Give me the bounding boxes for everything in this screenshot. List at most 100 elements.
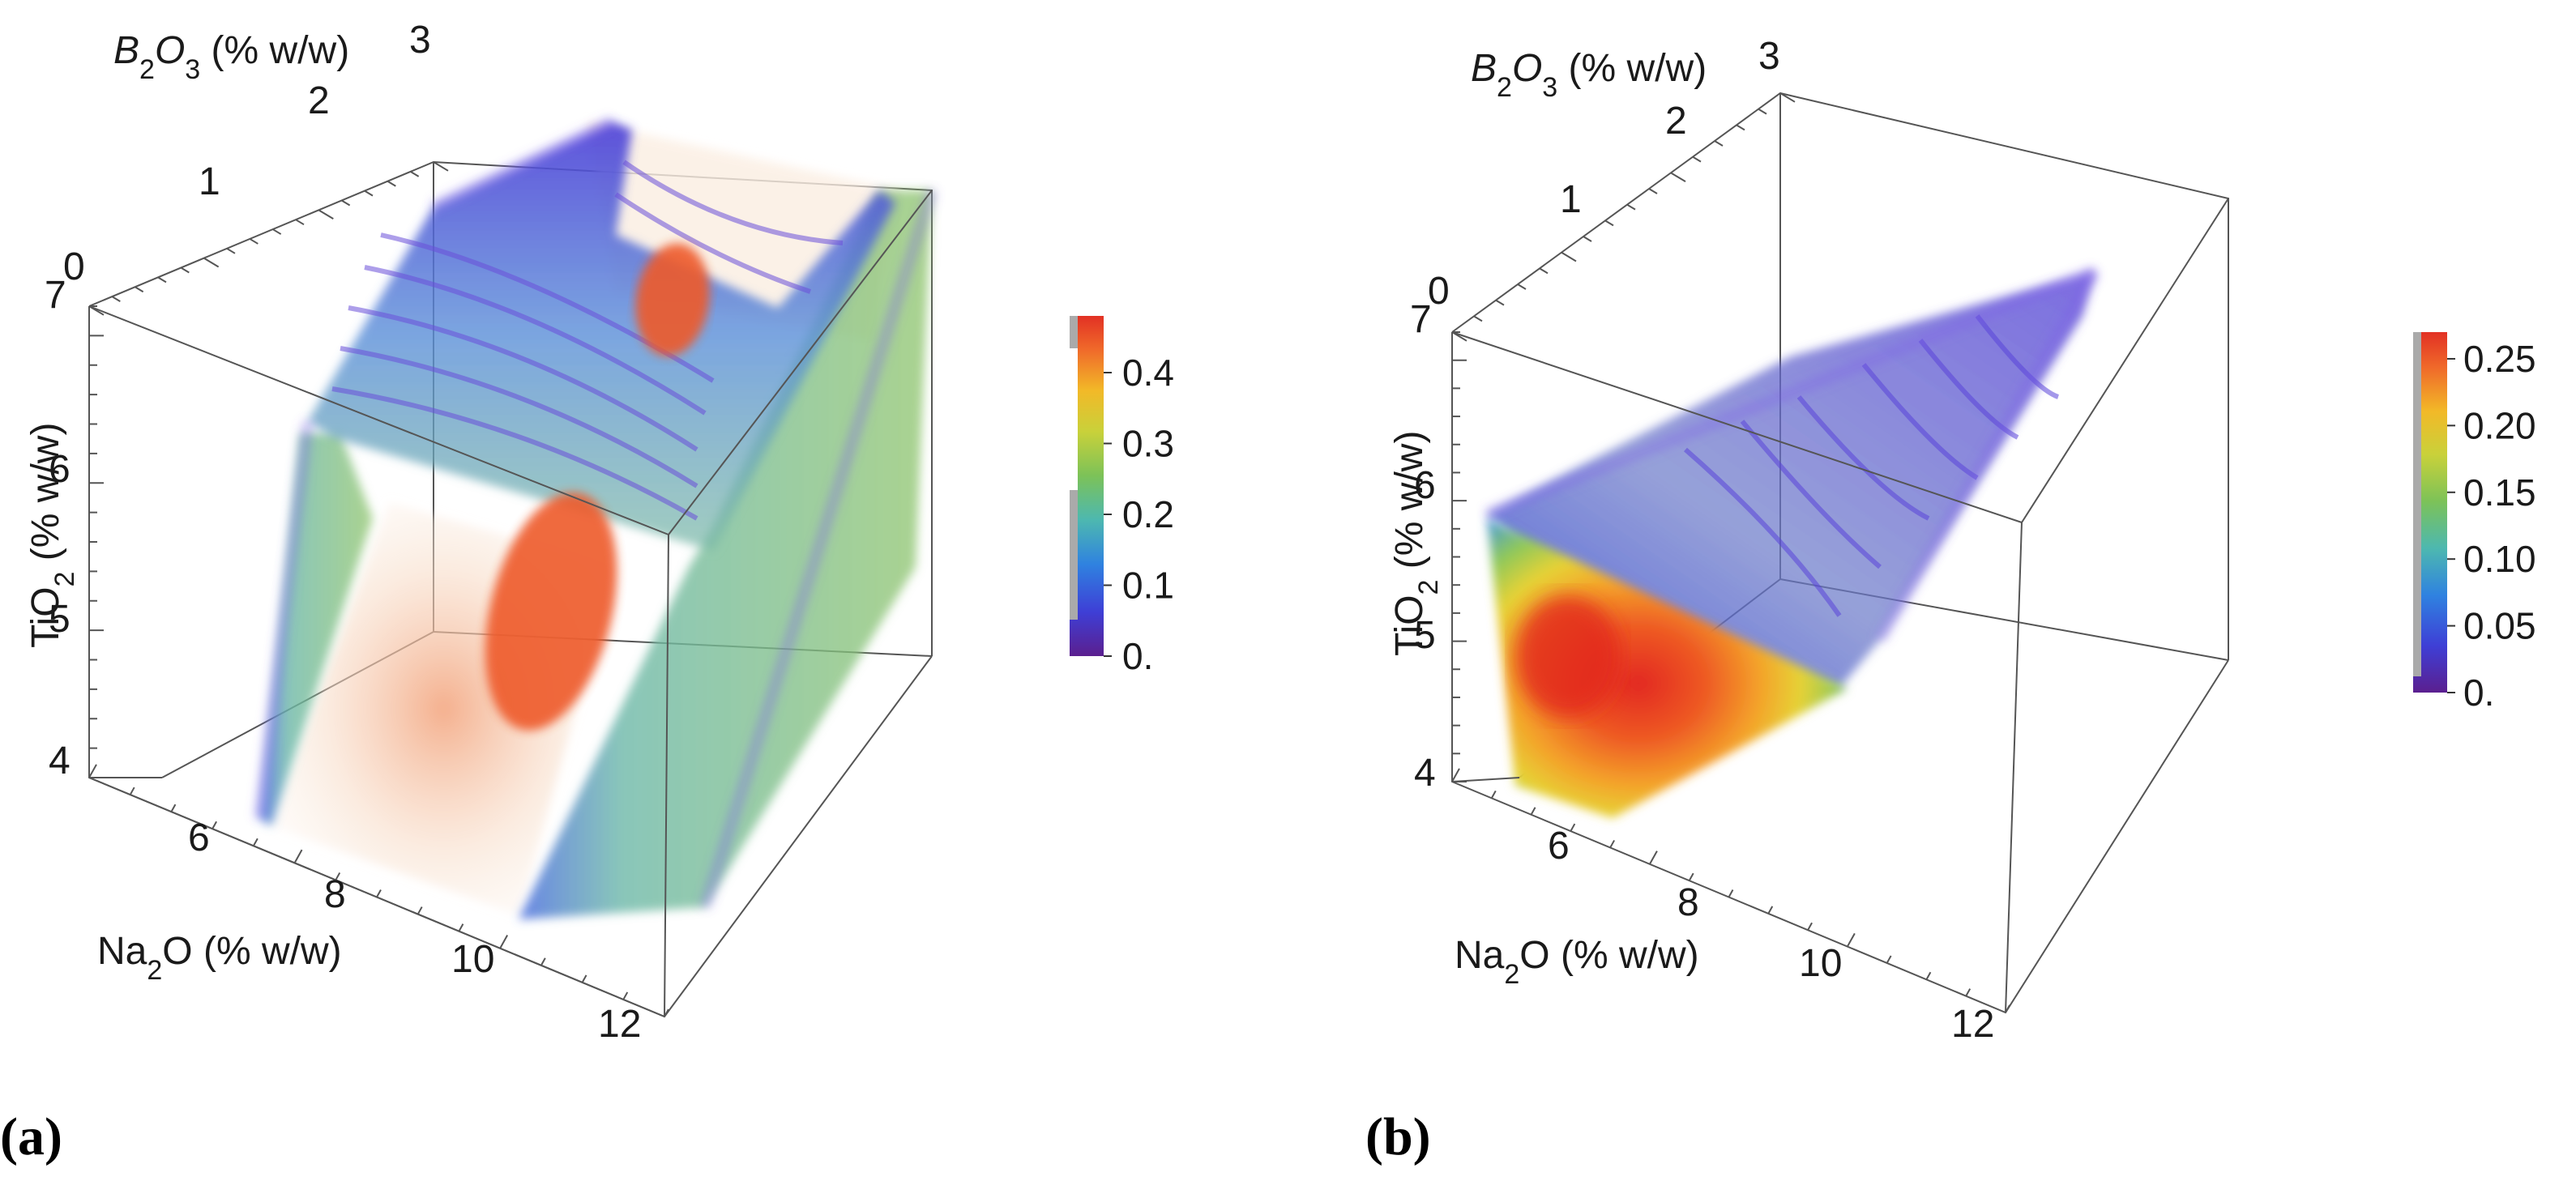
z-tick-0: 0 <box>63 245 85 288</box>
colorbar-a: 0. 0.1 0.2 0.3 0.4 <box>1070 316 1174 677</box>
box-edge <box>88 305 669 535</box>
colorbar-a-mask-top <box>1070 316 1078 348</box>
axis-tick <box>341 199 351 207</box>
left-slab <box>259 433 373 826</box>
y-tick-4-b: 4 <box>1414 752 1436 795</box>
axis-tick <box>1767 906 1774 915</box>
colorbar-tick-label: 0.2 <box>1122 493 1174 535</box>
axis-tick <box>211 821 218 829</box>
y-axis-label-b: TiO2 (% w/w) <box>1388 431 1444 656</box>
axis-tick <box>1965 988 1972 997</box>
axis-tick <box>1846 932 1856 948</box>
colorbar-tick-label: 0.4 <box>1122 352 1174 394</box>
y-tick-7-b: 7 <box>1410 298 1432 341</box>
axis-tick <box>1688 872 1694 881</box>
colorbar-b: 0. 0.05 0.10 0.15 0.20 0.25 <box>2413 332 2536 714</box>
axis-tick <box>581 974 587 983</box>
colorbar-tick-label: 0.3 <box>1122 423 1174 465</box>
axis-tick <box>1495 299 1505 306</box>
axis-tick <box>1807 922 1813 931</box>
box-edge <box>664 534 669 1017</box>
x-tick-6-b: 6 <box>1548 825 1570 868</box>
colorbar-tick-label: 0.05 <box>2463 605 2536 647</box>
ribs-b <box>1684 314 2060 617</box>
axis-tick <box>1886 955 1892 964</box>
hotspot-b <box>1515 595 1621 717</box>
hotspot-a-main <box>485 492 617 731</box>
x-axis-label-b: Na2O (% w/w) <box>1455 934 1699 990</box>
z-tick-3: 3 <box>409 19 431 62</box>
axis-tick <box>2005 1004 2010 1013</box>
colorbar-tick-label: 0. <box>2463 672 2494 714</box>
axis-tick <box>1626 203 1636 211</box>
axis-tick <box>1648 188 1658 194</box>
axis-tick <box>1925 971 1932 980</box>
axis-tick <box>88 764 97 778</box>
x-tick-8-b: 8 <box>1677 881 1699 924</box>
axis-tick <box>433 161 449 172</box>
hotspot-a-top <box>635 243 710 356</box>
axis-tick <box>1609 839 1616 848</box>
axis-tick <box>364 190 374 197</box>
right-slab <box>519 190 932 919</box>
colorbar-tick-label: 0. <box>1122 635 1153 677</box>
y-tick-6-b: 6 <box>1414 464 1436 507</box>
y-tick-5-b: 5 <box>1414 614 1436 657</box>
ribs-a <box>331 160 844 521</box>
axis-tick <box>180 266 190 274</box>
axis-tick <box>1490 790 1497 799</box>
panel-label-b: (b) <box>1365 1107 1431 1166</box>
colorbar-a-mask-low <box>1070 490 1078 620</box>
axis-tick <box>157 276 167 284</box>
x-tick-12-b: 12 <box>1951 1003 1994 1046</box>
axis-tick <box>252 838 258 846</box>
colorbar-b-ticks: 0. 0.05 0.10 0.15 0.20 0.25 <box>2447 338 2536 714</box>
y-tick-7: 7 <box>45 274 66 317</box>
z-tick-2-b: 2 <box>1665 100 1687 143</box>
axis-tick <box>318 209 334 220</box>
b-hot-triangle <box>1487 518 1848 818</box>
axis-tick <box>111 296 121 302</box>
density-volume-b <box>1485 266 2100 818</box>
axis-tick <box>1714 140 1724 147</box>
y-tick-6: 6 <box>49 448 70 491</box>
density-volume-a <box>254 116 938 919</box>
axis-tick <box>203 257 220 268</box>
axis-tick <box>249 238 258 245</box>
panel-a: 3 2 1 0 7 6 5 4 6 8 10 12 B2O3 (% w/w) T… <box>0 19 1174 1166</box>
colorbar-tick-label: 0.10 <box>2463 538 2536 580</box>
colorbar-tick-label: 0.1 <box>1122 565 1174 607</box>
colorbar-a-ticks: 0. 0.1 0.2 0.3 0.4 <box>1104 352 1174 677</box>
x-tick-8: 8 <box>324 873 346 916</box>
x-tick-10-b: 10 <box>1799 942 1842 985</box>
z-tick-1: 1 <box>199 160 220 203</box>
axis-tick <box>1692 156 1702 163</box>
axis-tick <box>272 228 282 235</box>
axis-tick <box>1530 807 1536 816</box>
colorbar-tick-label: 0.25 <box>2463 338 2536 380</box>
box-edge <box>1451 331 2023 523</box>
box-edge <box>1451 92 2229 660</box>
y-axis-label: TiO2 (% w/w) <box>24 423 80 648</box>
y-tick-5: 5 <box>49 598 70 641</box>
axis-tick <box>1583 236 1592 242</box>
axis-tick <box>135 286 144 293</box>
axis-tick <box>1451 768 1460 782</box>
axis-tick <box>1473 315 1483 322</box>
z-tick-2: 2 <box>308 79 330 122</box>
axis-tick <box>1736 124 1745 131</box>
axis-tick <box>410 171 420 177</box>
axis-tick <box>1728 889 1734 897</box>
axis-tick <box>1604 220 1614 227</box>
axis-tick <box>1539 267 1549 275</box>
axis-tick <box>1779 92 1796 103</box>
axis-tick <box>170 804 177 812</box>
x-axis-label: Na2O (% w/w) <box>97 930 342 986</box>
box-edge <box>2021 198 2229 523</box>
panel-b: 3 2 1 0 7 6 5 4 6 8 10 12 B2O3 (% w/w) T… <box>1365 35 2536 1166</box>
fuzzy-edges-b <box>1485 266 2100 643</box>
ticks-b <box>1451 92 2010 1013</box>
axis-tick <box>387 180 396 187</box>
box-edge <box>2005 522 2023 1013</box>
